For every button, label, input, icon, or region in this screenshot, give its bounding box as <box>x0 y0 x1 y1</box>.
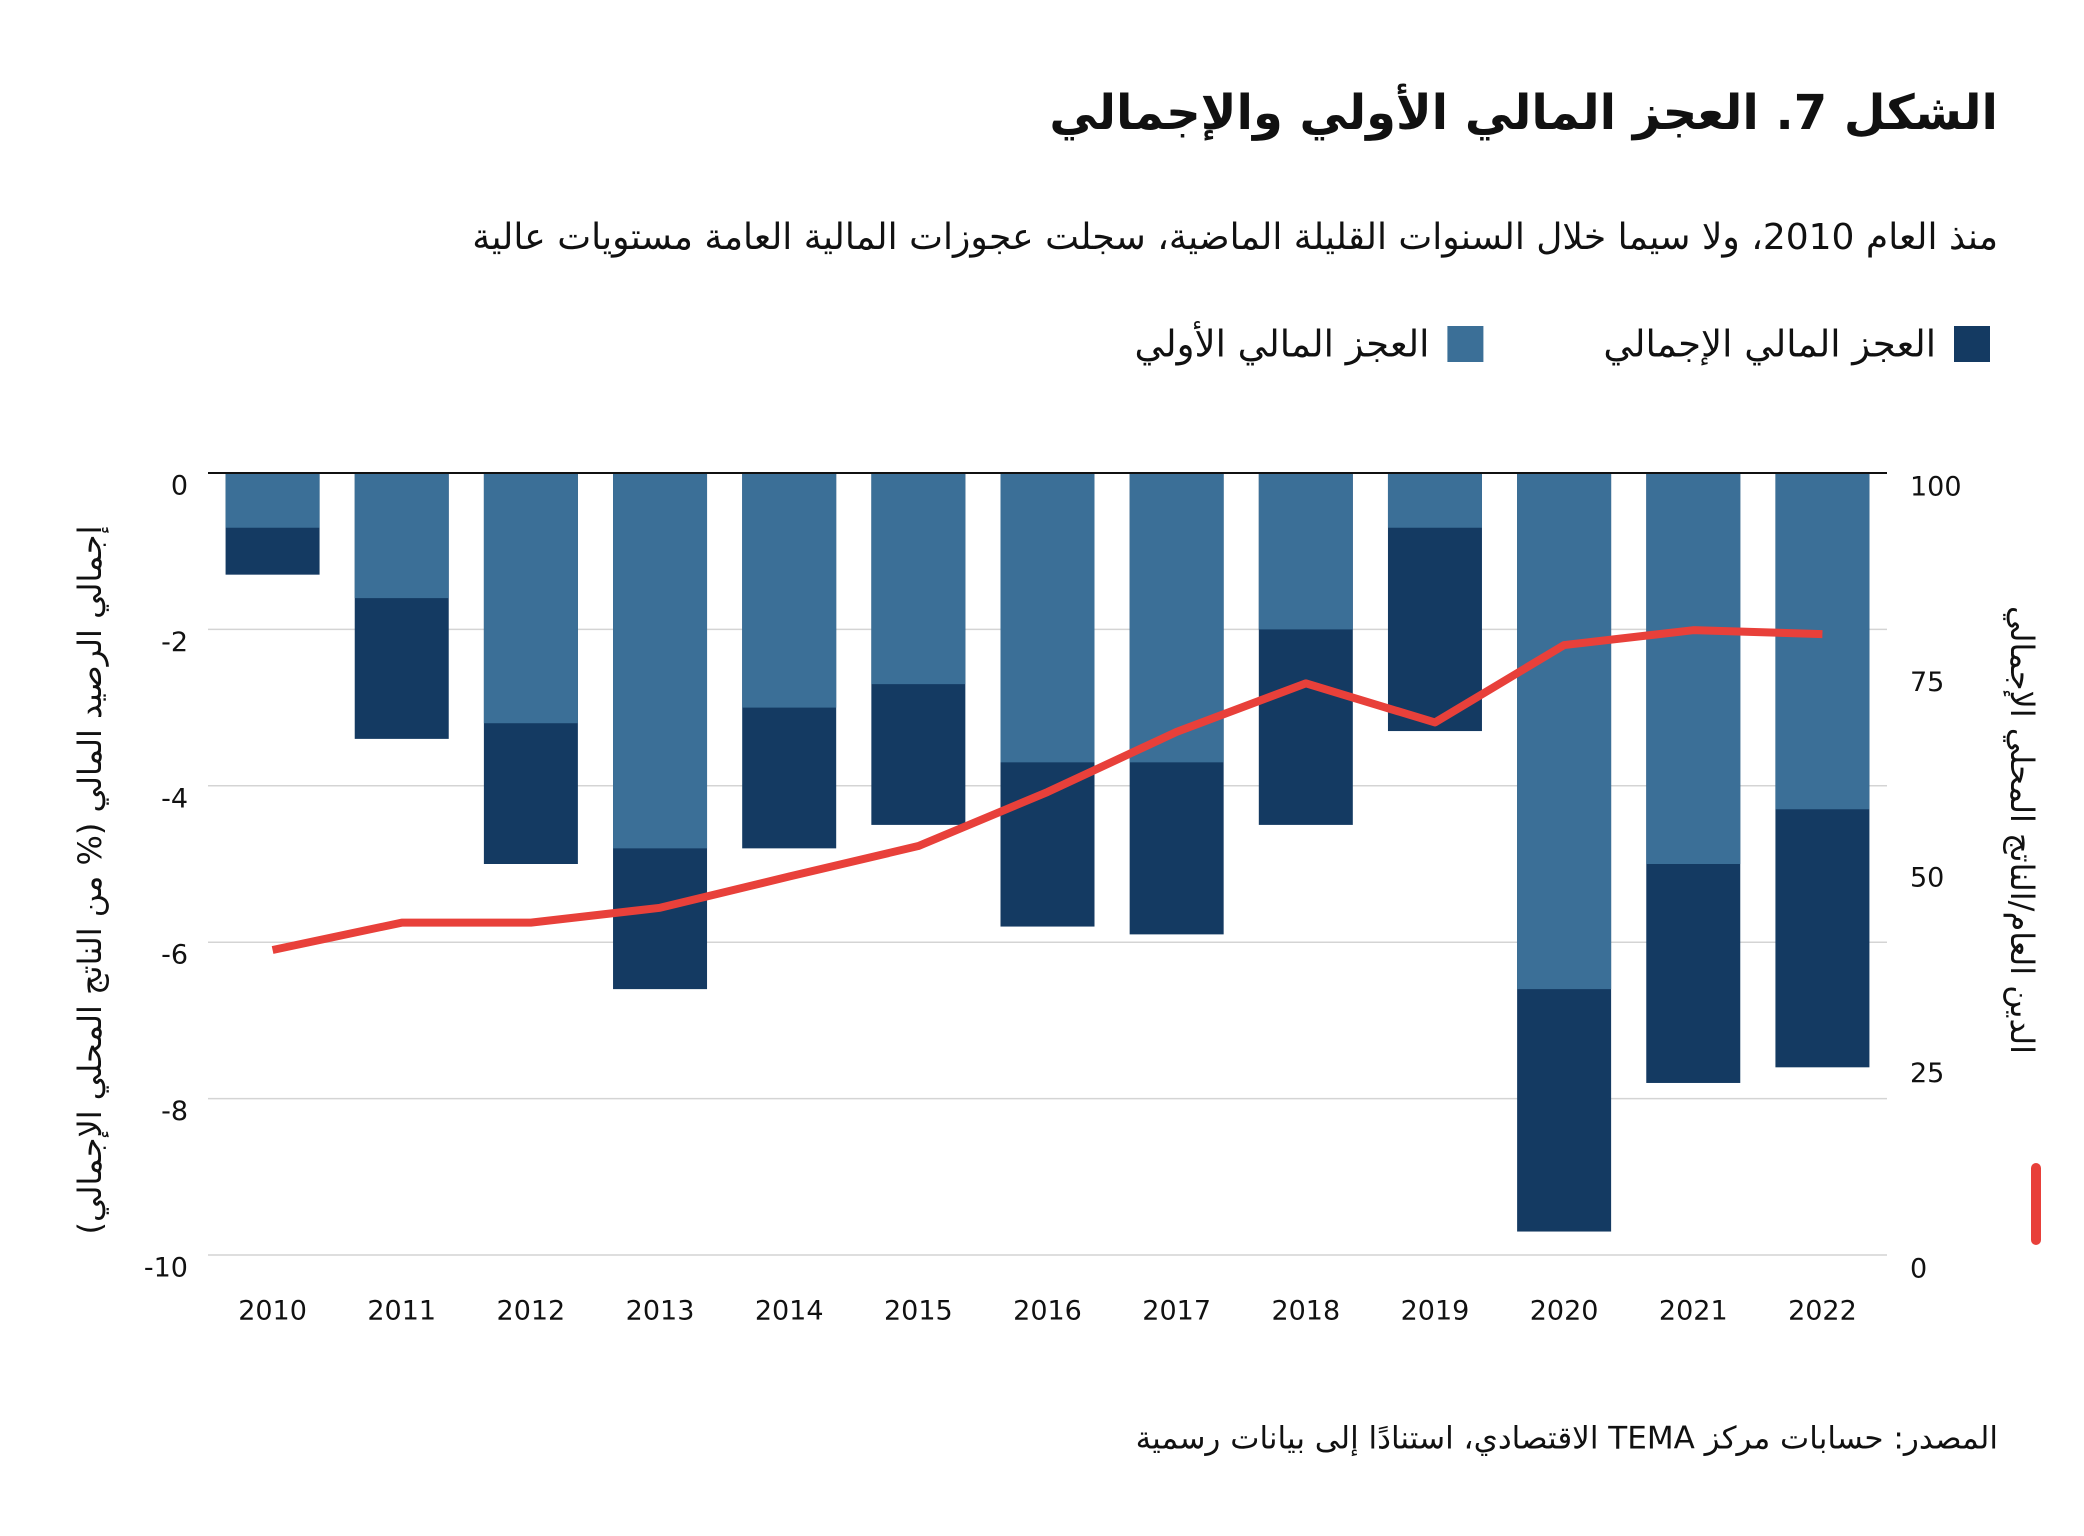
y2-tick-label: 0 <box>1910 1254 1927 1285</box>
legend-swatch <box>1954 326 1990 362</box>
x-tick-label: 2018 <box>1271 1296 1340 1327</box>
y2-tick-label: 100 <box>1910 472 1962 503</box>
bar <box>1387 473 1482 528</box>
bar <box>225 473 320 528</box>
bar <box>1258 473 1353 630</box>
bar <box>1775 473 1870 810</box>
x-tick-label: 2010 <box>238 1296 307 1327</box>
line-series <box>271 626 1823 954</box>
y-tick-label: -10 <box>144 1253 188 1284</box>
legend-label: العجز المالي الإجمالي <box>1603 323 1936 366</box>
chart-title: الشكل 7. العجز المالي الأولي والإجمالي <box>1049 83 1998 141</box>
x-tick-label: 2013 <box>626 1296 695 1327</box>
y2-tick-label: 75 <box>1910 667 1944 698</box>
legend-swatch <box>1447 326 1484 362</box>
y-tick-label: -2 <box>161 627 188 658</box>
y-axis-label: إجمالي الرصيد المالي (% من الناتج المحلي… <box>71 526 109 1235</box>
x-tick-label: 2012 <box>497 1296 566 1327</box>
x-tick-label: 2017 <box>1142 1296 1211 1327</box>
y-tick-label: -8 <box>161 1096 188 1127</box>
bar <box>613 473 708 849</box>
chart-subtitle: منذ العام 2010، ولا سيما خلال السنوات ال… <box>472 217 1998 258</box>
x-tick-label: 2021 <box>1659 1296 1728 1327</box>
legend-label: العجز المالي الأولي <box>1134 321 1429 366</box>
bar <box>1646 473 1741 864</box>
x-tick-label: 2014 <box>755 1296 824 1327</box>
bar <box>1000 473 1095 763</box>
x-tick-label: 2020 <box>1530 1296 1599 1327</box>
y-tick-label: -6 <box>161 940 188 971</box>
y2-tick-label: 50 <box>1910 863 1944 894</box>
x-tick-label: 2011 <box>367 1296 436 1327</box>
bar <box>1517 473 1612 990</box>
y-tick-label: -4 <box>161 783 188 814</box>
bar <box>1129 473 1224 763</box>
x-tick-label: 2015 <box>884 1296 953 1327</box>
source-note: المصدر: حسابات مركز TEMA الاقتصادي، استن… <box>1136 1421 1998 1457</box>
bar <box>483 473 578 724</box>
bar <box>354 473 449 599</box>
x-tick-label: 2016 <box>1013 1296 1082 1327</box>
bar <box>742 473 837 708</box>
x-tick-label: 2022 <box>1788 1296 1857 1327</box>
y2-axis-label: الدين العام/الناتج المحلي الإجمالي <box>2003 606 2041 1054</box>
y-tick-label: 0 <box>171 471 188 502</box>
x-tick-label: 2019 <box>1401 1296 1470 1327</box>
bar <box>871 473 966 685</box>
y2-tick-label: 25 <box>1910 1058 1944 1089</box>
